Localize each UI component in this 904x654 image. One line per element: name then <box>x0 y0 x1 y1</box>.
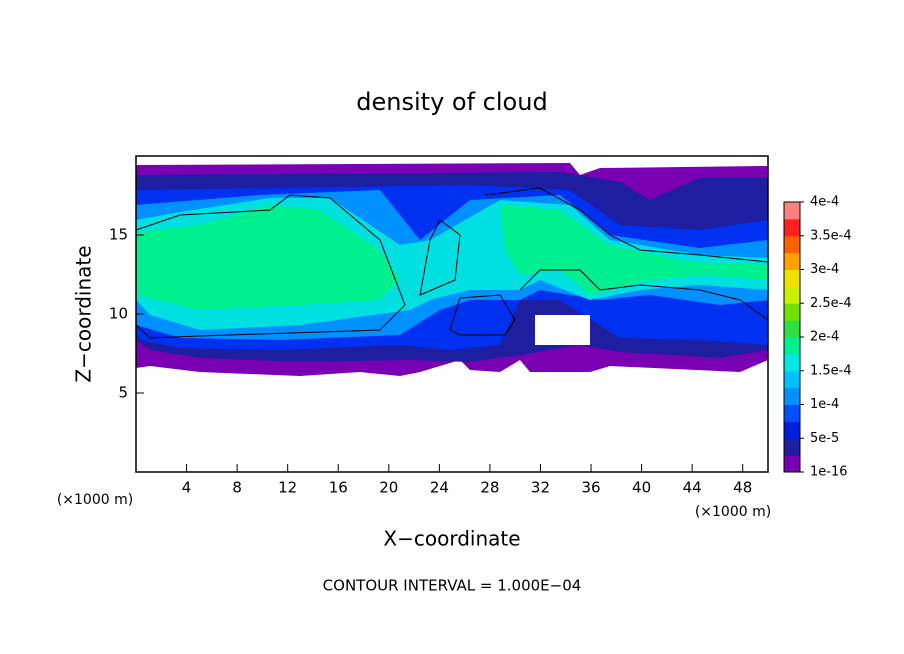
y-tick-label: 5 <box>118 384 128 402</box>
colorbar-band <box>784 218 800 237</box>
x-tick-label: 32 <box>531 479 550 497</box>
x-tick-label: 20 <box>379 479 398 497</box>
colorbar-band <box>784 235 800 254</box>
colorbar-tick-label: 2e-4 <box>810 330 839 345</box>
field-hole <box>535 315 590 345</box>
colorbar-band <box>784 455 800 473</box>
colorbar-band <box>784 303 800 321</box>
colorbar-band <box>784 337 800 355</box>
colorbar-band <box>784 269 800 287</box>
x-axis-label: X−coordinate <box>383 527 520 551</box>
colorbar-band <box>784 387 800 405</box>
colorbar-band <box>784 320 800 338</box>
colorbar-tick-label: 1e-4 <box>810 397 839 412</box>
x-tick-label: 48 <box>733 479 752 497</box>
colorbar-tick-label: 2.5e-4 <box>810 296 852 311</box>
colorbar-band <box>784 370 800 389</box>
x-unit-label: (×1000 m) <box>695 504 771 520</box>
field-green <box>136 205 768 310</box>
colorbar-tick-label: 5e-5 <box>810 431 839 446</box>
colorbar-band <box>784 353 800 372</box>
colorbar-tick-label: 3.5e-4 <box>810 228 852 243</box>
contour-lines <box>136 187 768 339</box>
colorbar-band <box>784 202 800 220</box>
annotation: CONTOUR INTERVAL = 1.000E−04 <box>323 577 582 595</box>
x-tick-label: 4 <box>182 479 192 497</box>
x-tick-label: 8 <box>232 479 242 497</box>
y-tick-label: 15 <box>109 226 128 244</box>
y-tick-label: 10 <box>109 305 128 323</box>
colorbar-band <box>784 438 800 456</box>
x-tick-label: 44 <box>683 479 702 497</box>
colorbar-tick-label: 3e-4 <box>810 262 839 277</box>
x-tick-label: 16 <box>329 479 348 497</box>
contour-field <box>136 163 768 376</box>
x-tick-label: 28 <box>480 479 499 497</box>
colorbar-band <box>784 252 800 270</box>
colorbar-band <box>784 286 800 304</box>
x-tick-label: 12 <box>278 479 297 497</box>
colorbar-tick-label: 1.5e-4 <box>810 363 852 378</box>
chart-title: density of cloud <box>356 88 547 116</box>
x-tick-label: 40 <box>632 479 651 497</box>
colorbar-tick-label: 4e-4 <box>810 195 839 210</box>
y-unit-label: (×1000 m) <box>57 492 133 508</box>
colorbar-band <box>784 404 800 422</box>
x-tick-label: 24 <box>430 479 449 497</box>
y-axis-label: Z−coordinate <box>72 245 96 382</box>
x-tick-label: 36 <box>581 479 600 497</box>
colorbar-tick-label: 1e-16 <box>810 465 848 480</box>
colorbar-band <box>784 421 800 439</box>
